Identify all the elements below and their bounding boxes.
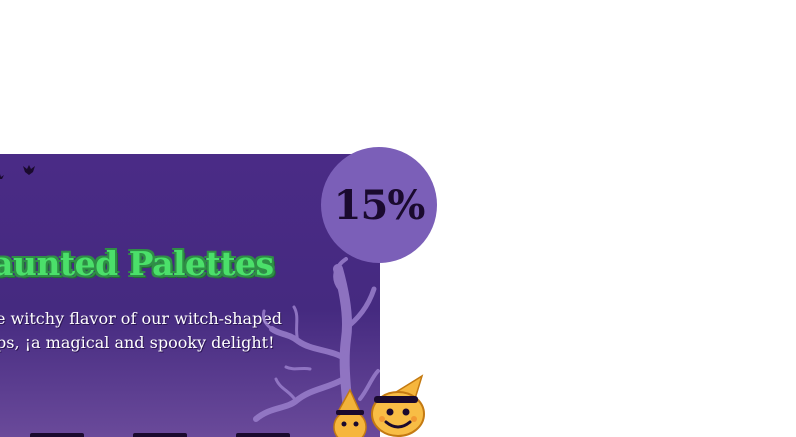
promo-title: aunted Palettes [0,244,274,283]
button-stub[interactable] [30,433,84,437]
discount-badge: 15% [321,147,437,263]
witch-candy-mascots [333,374,425,437]
promo-description: e witchy flavor of our witch-shaped ps, … [0,307,282,355]
bat-icon [0,174,4,179]
discount-value: 15% [333,181,426,229]
promo-description-line-2: ps, ¡a magical and spooky delight! [0,333,275,352]
promo-description-line-1: e witchy flavor of our witch-shaped [0,309,283,328]
bat-icon [23,165,35,175]
button-stub[interactable] [236,433,290,437]
button-stub[interactable] [133,433,187,437]
